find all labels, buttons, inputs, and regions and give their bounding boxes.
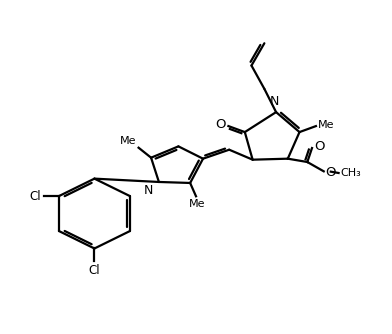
- Text: N: N: [143, 184, 153, 197]
- Text: O: O: [215, 118, 225, 131]
- Text: CH₃: CH₃: [340, 168, 361, 178]
- Text: Me: Me: [120, 136, 137, 146]
- Text: O: O: [314, 140, 325, 153]
- Text: Me: Me: [318, 121, 334, 130]
- Text: N: N: [269, 95, 279, 108]
- Text: Me: Me: [189, 199, 205, 209]
- Text: Cl: Cl: [29, 190, 41, 203]
- Text: Cl: Cl: [89, 265, 100, 278]
- Text: O: O: [326, 166, 336, 179]
